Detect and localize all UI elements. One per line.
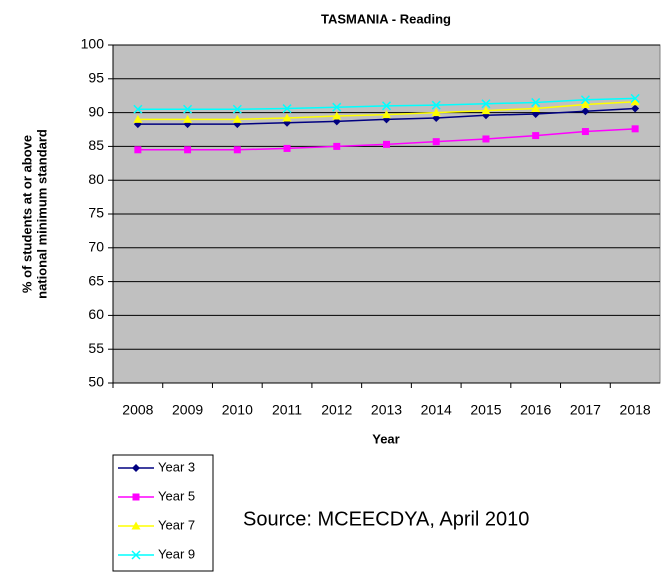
marker — [631, 125, 639, 133]
marker — [183, 114, 193, 123]
y-axis-label-line: % of students at or above — [19, 135, 34, 293]
y-tick-label: 100 — [81, 36, 105, 52]
marker — [580, 99, 590, 108]
marker — [132, 493, 140, 501]
marker — [184, 146, 192, 154]
marker — [233, 146, 241, 154]
marker — [630, 93, 640, 103]
marker — [134, 146, 142, 154]
y-tick-label: 95 — [88, 70, 104, 86]
x-tick-label: 2012 — [321, 402, 352, 418]
y-tick-label: 55 — [88, 340, 104, 356]
marker — [282, 104, 292, 114]
y-tick-label: 85 — [88, 137, 104, 153]
source-note: Source: MCEECDYA, April 2010 — [243, 508, 529, 530]
marker — [183, 104, 193, 114]
x-tick-label: 2014 — [421, 402, 452, 418]
x-tick-label: 2017 — [570, 402, 601, 418]
marker — [131, 521, 141, 530]
x-axis-label: Year — [372, 431, 399, 446]
y-axis-label-line: national minimum standard — [34, 129, 49, 299]
y-tick-label: 70 — [88, 239, 104, 255]
marker — [531, 104, 541, 113]
x-tick-label: 2011 — [272, 402, 302, 418]
marker — [631, 104, 640, 113]
marker — [431, 108, 441, 117]
marker — [133, 114, 143, 123]
marker — [232, 114, 242, 123]
marker — [481, 106, 491, 115]
marker — [630, 97, 640, 106]
marker — [283, 144, 291, 152]
marker — [332, 111, 342, 120]
marker — [532, 132, 540, 140]
marker — [481, 99, 491, 109]
y-tick-label: 75 — [88, 205, 104, 221]
marker — [332, 102, 342, 112]
marker — [381, 101, 392, 111]
marker — [382, 110, 391, 119]
x-tick-label: 2010 — [222, 402, 253, 418]
x-tick-label: 2009 — [172, 402, 203, 418]
chart-title: TASMANIA - Reading — [321, 11, 451, 26]
legend-box — [112, 454, 214, 572]
x-tick-label: 2018 — [620, 402, 651, 418]
marker — [282, 113, 292, 122]
x-tick-label: 2013 — [371, 402, 402, 418]
marker — [383, 140, 390, 148]
marker — [432, 138, 440, 146]
marker — [232, 104, 242, 114]
y-tick-label: 65 — [88, 272, 104, 288]
x-tick-label: 2008 — [122, 402, 153, 418]
y-tick-label: 90 — [88, 103, 104, 119]
legend-label: Year 3 — [158, 459, 195, 474]
marker — [482, 135, 490, 143]
marker — [581, 128, 589, 136]
marker — [431, 100, 441, 110]
legend-label: Year 5 — [158, 488, 195, 503]
y-tick-label: 60 — [88, 306, 104, 322]
y-tick-label: 50 — [88, 374, 104, 390]
x-tick-label: 2016 — [520, 402, 551, 418]
marker — [131, 550, 141, 560]
marker — [333, 142, 341, 150]
marker — [133, 104, 143, 114]
y-axis-label: % of students at or above national minim… — [19, 129, 49, 299]
x-tick-label: 2015 — [470, 402, 501, 418]
marker — [132, 464, 140, 472]
legend-label: Year 9 — [158, 546, 195, 561]
marker — [581, 107, 590, 116]
y-tick-label: 80 — [88, 171, 104, 187]
legend-label: Year 7 — [158, 517, 195, 532]
marker — [531, 97, 541, 107]
marker — [580, 95, 590, 105]
